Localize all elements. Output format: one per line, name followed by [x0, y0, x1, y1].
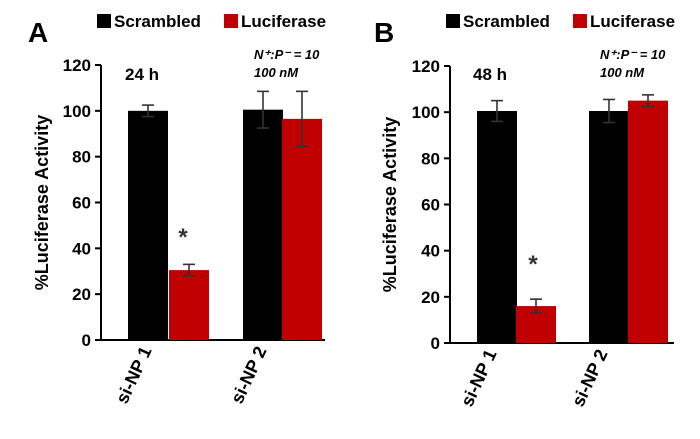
bar-scrambled-1 — [477, 111, 517, 343]
chart-panel-a: A Scrambled Luciferase %Luciferase Activity… — [28, 12, 326, 407]
time-annotation: 24 h — [125, 65, 159, 84]
y-tick-label: 80 — [421, 149, 440, 168]
bar-scrambled-1 — [128, 110, 168, 340]
y-tick-label: 120 — [63, 56, 91, 75]
y-tick-label: 0 — [82, 331, 91, 350]
bar-scrambled-2 — [589, 111, 629, 343]
ratio-note: N⁺:P⁻ = 10 — [254, 47, 320, 62]
significance-marker: * — [178, 224, 188, 251]
bar-scrambled-2 — [243, 109, 283, 340]
y-axis-title: %Luciferase Activity — [32, 115, 52, 290]
legend-swatch-luciferase — [224, 14, 238, 28]
y-tick-label: 100 — [412, 103, 440, 122]
legend: Scrambled Luciferase — [446, 12, 675, 31]
y-tick-label: 40 — [72, 239, 91, 258]
legend-label-scrambled: Scrambled — [114, 12, 201, 31]
x-tick-label: si-NP 2 — [568, 346, 612, 409]
y-tick-label: 60 — [421, 196, 440, 215]
x-tick-label: si-NP 1 — [457, 346, 501, 409]
y-tick-label: 80 — [72, 148, 91, 167]
panel-letter: B — [374, 17, 394, 48]
y-axis-title: %Luciferase Activity — [380, 117, 400, 292]
legend-label-scrambled: Scrambled — [463, 12, 550, 31]
bar-luciferase-2 — [628, 100, 668, 343]
x-tick-label: si-NP 2 — [227, 343, 271, 406]
y-tick-label: 40 — [421, 242, 440, 261]
legend-swatch-scrambled — [446, 14, 460, 28]
y-tick-label: 60 — [72, 194, 91, 213]
bar-luciferase-1 — [169, 270, 209, 340]
y-tick-label: 20 — [421, 288, 440, 307]
y-tick-label: 120 — [412, 57, 440, 76]
bar-luciferase-2 — [282, 118, 322, 341]
y-tick-label: 100 — [63, 102, 91, 121]
significance-marker: * — [528, 251, 538, 278]
time-annotation: 48 h — [473, 65, 507, 84]
chart-panel-b: B Scrambled Luciferase %Luciferase Activity… — [374, 12, 675, 410]
legend: Scrambled Luciferase — [97, 12, 326, 31]
legend-label-luciferase: Luciferase — [241, 12, 326, 31]
panel-letter: A — [28, 17, 48, 48]
ratio-note: N⁺:P⁻ = 10 — [600, 47, 666, 62]
y-tick-label: 0 — [431, 334, 440, 353]
x-tick-label: si-NP 1 — [112, 343, 156, 406]
y-tick-label: 20 — [72, 285, 91, 304]
concentration-note: 100 nM — [600, 65, 645, 80]
concentration-note: 100 nM — [254, 65, 299, 80]
legend-label-luciferase: Luciferase — [590, 12, 675, 31]
legend-swatch-scrambled — [97, 14, 111, 28]
legend-swatch-luciferase — [573, 14, 587, 28]
